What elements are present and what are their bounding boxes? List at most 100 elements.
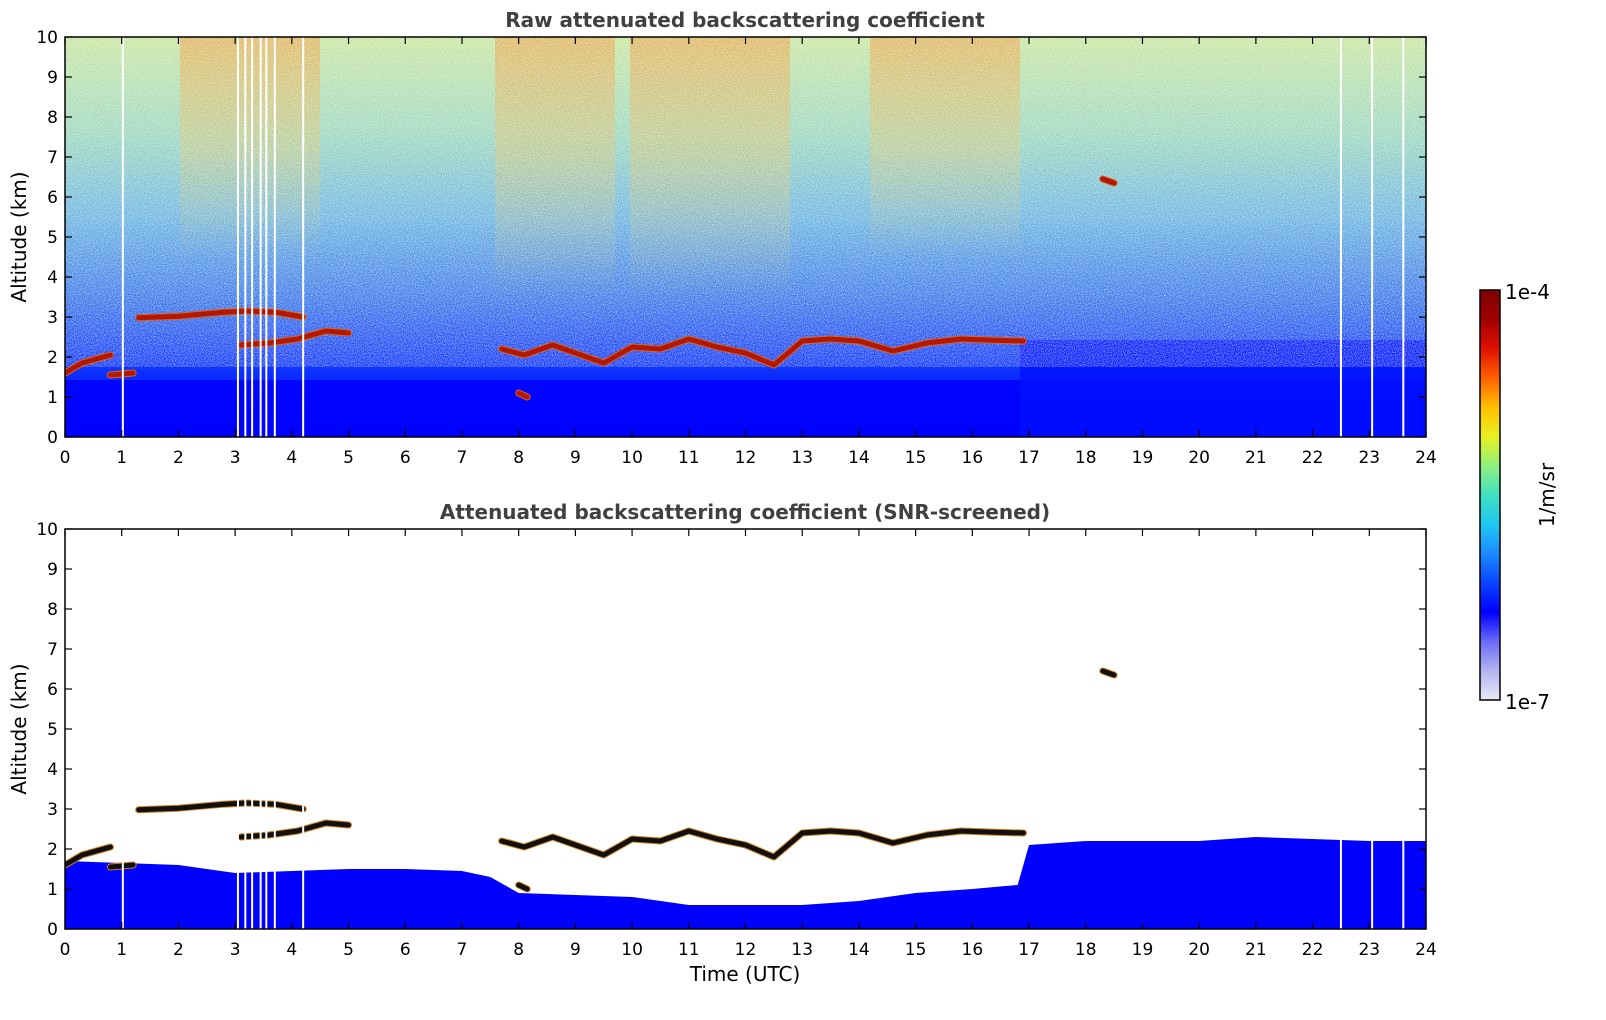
- x-tick-label: 7: [457, 940, 468, 960]
- x-tick-label: 12: [735, 448, 757, 468]
- x-tick-label: 17: [1018, 448, 1040, 468]
- cloud-layer: [1100, 176, 1117, 186]
- x-tick-label: 6: [400, 940, 411, 960]
- y-tick-label: 8: [47, 108, 58, 128]
- colorbar-frame: [1479, 289, 1501, 701]
- x-tick-label: 9: [570, 940, 581, 960]
- x-tick-label: 17: [1018, 940, 1040, 960]
- y-tick-label: 1: [47, 880, 58, 900]
- cloud-layer: [65, 844, 113, 868]
- y-tick-label: 2: [47, 840, 58, 860]
- screened-data-gaps: [121, 529, 1405, 929]
- cloud-layer: [136, 800, 306, 813]
- x-tick-label: 14: [848, 448, 870, 468]
- x-tick-label: 9: [570, 448, 581, 468]
- x-tick-label: 15: [905, 940, 927, 960]
- x-tick-label: 1: [116, 448, 127, 468]
- y-tick-label: 6: [47, 680, 58, 700]
- screened-y-label: Altitude (km): [7, 663, 31, 794]
- x-tick-label: 11: [678, 940, 700, 960]
- x-tick-label: 23: [1358, 940, 1380, 960]
- cloud-layer: [499, 828, 1026, 860]
- x-tick-label: 10: [621, 940, 643, 960]
- y-tick-label: 8: [47, 600, 58, 620]
- x-tick-label: 3: [230, 448, 241, 468]
- x-tick-label: 20: [1188, 940, 1210, 960]
- x-tick-label: 8: [513, 448, 524, 468]
- x-tick-label: 4: [286, 940, 297, 960]
- screened-x-axis: 0 1 2 3 4 5 6 7 8 9 10 11 12 13 14 15 16 17 18 19 20 21 22 23 24: [60, 529, 1437, 960]
- x-tick-label: 3: [230, 940, 241, 960]
- x-tick-label: 8: [513, 940, 524, 960]
- colorbar-fill: [1480, 290, 1500, 700]
- y-tick-label: 0: [47, 428, 58, 448]
- x-tick-label: 22: [1302, 940, 1324, 960]
- x-tick-label: 1: [116, 940, 127, 960]
- x-tick-label: 18: [1075, 448, 1097, 468]
- raw-x-axis: 0 1 2 3 4 5 6 7 8 9 10 11 12 13 14 15 16 17 18 19 20 21 22 23 24: [60, 37, 1437, 468]
- x-tick-label: 7: [457, 448, 468, 468]
- panel-raw-title: Raw attenuated backscattering coefficien…: [505, 8, 985, 32]
- panel-raw: Raw attenuated backscattering coefficien…: [7, 8, 1437, 468]
- y-tick-label: 5: [47, 720, 58, 740]
- cloud-layer: [516, 882, 530, 892]
- x-tick-label: 24: [1415, 940, 1437, 960]
- y-tick-label: 3: [47, 308, 58, 328]
- y-tick-label: 4: [47, 760, 58, 780]
- cloud-layer: [107, 370, 136, 378]
- screened-y-axis: 0 1 2 3 4 5 6 7 8 9 10: [36, 520, 1426, 940]
- x-tick-label: 14: [848, 940, 870, 960]
- y-tick-label: 5: [47, 228, 58, 248]
- x-tick-label: 23: [1358, 448, 1380, 468]
- x-tick-label: 11: [678, 448, 700, 468]
- cloud-layer: [107, 862, 136, 870]
- x-tick-label: 10: [621, 448, 643, 468]
- x-tick-label: 18: [1075, 940, 1097, 960]
- x-tick-label: 15: [905, 448, 927, 468]
- x-tick-label: 5: [343, 448, 354, 468]
- y-tick-label: 4: [47, 268, 58, 288]
- y-tick-label: 7: [47, 148, 58, 168]
- screened-signal-area: [65, 837, 1426, 929]
- x-tick-label: 19: [1132, 940, 1154, 960]
- x-tick-label: 5: [343, 940, 354, 960]
- screened-cloud-layers: [65, 667, 1118, 893]
- screened-heatmap: [65, 529, 1426, 929]
- colorbar-max-label: 1e-4: [1505, 280, 1550, 304]
- x-tick-label: 2: [173, 448, 184, 468]
- y-tick-label: 9: [47, 560, 58, 580]
- x-tick-label: 6: [400, 448, 411, 468]
- y-tick-label: 10: [36, 520, 58, 540]
- x-tick-label: 16: [962, 940, 984, 960]
- y-tick-label: 2: [47, 348, 58, 368]
- panel-screened: Attenuated backscattering coefficient (S…: [7, 500, 1437, 986]
- y-tick-label: 9: [47, 68, 58, 88]
- x-tick-label: 22: [1302, 448, 1324, 468]
- screened-x-label: Time (UTC): [689, 962, 801, 986]
- x-tick-label: 19: [1132, 448, 1154, 468]
- x-tick-label: 2: [173, 940, 184, 960]
- raw-heatmap: [65, 37, 1426, 437]
- y-tick-label: 6: [47, 188, 58, 208]
- x-tick-label: 16: [962, 448, 984, 468]
- y-tick-label: 7: [47, 640, 58, 660]
- x-tick-label: 12: [735, 940, 757, 960]
- raw-noise: [65, 37, 1426, 367]
- x-tick-label: 24: [1415, 448, 1437, 468]
- raw-y-axis: 0 1 2 3 4 5 6 7 8 9 10: [36, 28, 1426, 448]
- x-tick-label: 21: [1245, 448, 1267, 468]
- cloud-layer: [516, 390, 530, 400]
- raw-y-label: Altitude (km): [7, 171, 31, 302]
- x-tick-label: 13: [791, 940, 813, 960]
- y-tick-label: 3: [47, 800, 58, 820]
- colorbar: 1e-4 1e-7 1/m/sr: [1479, 280, 1559, 714]
- x-tick-label: 0: [60, 940, 71, 960]
- y-tick-label: 0: [47, 920, 58, 940]
- cloud-layer: [499, 336, 1026, 368]
- cloud-layer: [65, 352, 113, 376]
- colorbar-unit-label: 1/m/sr: [1535, 462, 1559, 527]
- colorbar-min-label: 1e-7: [1505, 690, 1550, 714]
- cloud-layer: [136, 308, 306, 321]
- y-tick-label: 10: [36, 28, 58, 48]
